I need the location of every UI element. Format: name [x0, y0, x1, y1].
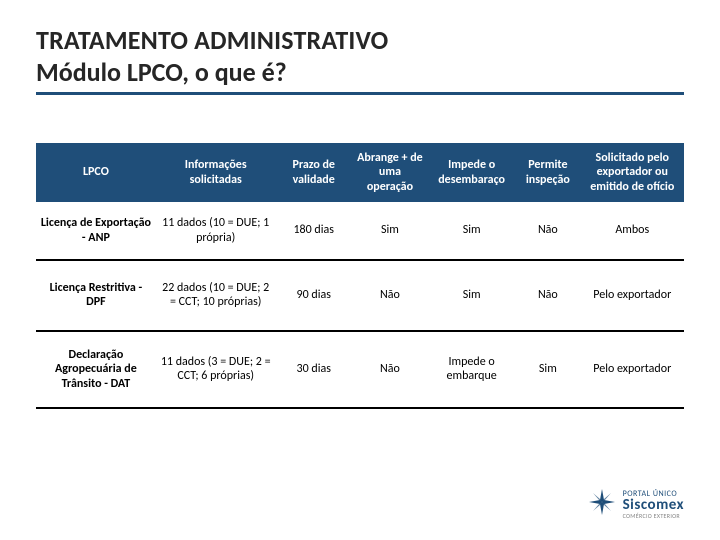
table-body: Licença de Exportação - ANP 11 dados (10…: [36, 202, 684, 408]
cell-permite: Sim: [515, 331, 580, 408]
col-lpco: LPCO: [36, 143, 156, 202]
cell-permite: Não: [515, 260, 580, 331]
cell-solicitado: Ambos: [581, 202, 684, 260]
compass-icon: [587, 487, 617, 522]
col-solicitado: Solicitado pelo exportador ou emitido de…: [581, 143, 684, 202]
cell-abrange: Não: [352, 331, 428, 408]
title-underline: [36, 92, 684, 95]
logo-sub: COMÉRCIO EXTERIOR: [623, 513, 684, 519]
col-info: Informações solicitadas: [156, 143, 276, 202]
slide: TRATAMENTO ADMINISTRATIVO Módulo LPCO, o…: [0, 0, 720, 540]
title-block: TRATAMENTO ADMINISTRATIVO Módulo LPCO, o…: [36, 24, 684, 95]
siscomex-logo: PORTAL ÚNICO Siscomex COMÉRCIO EXTERIOR: [587, 487, 684, 522]
cell-info: 22 dados (10 = DUE; 2 = CCT; 10 próprias…: [156, 260, 276, 331]
title-line2: Módulo LPCO, o que é?: [36, 56, 684, 88]
cell-prazo: 180 dias: [276, 202, 352, 260]
cell-solicitado: Pelo exportador: [581, 260, 684, 331]
col-abrange: Abrange + de uma operação: [352, 143, 428, 202]
cell-solicitado: Pelo exportador: [581, 331, 684, 408]
logo-text: PORTAL ÚNICO Siscomex COMÉRCIO EXTERIOR: [623, 490, 684, 519]
table-row: Licença Restritiva - DPF 22 dados (10 = …: [36, 260, 684, 331]
cell-impede: Impede o embarque: [428, 331, 515, 408]
cell-permite: Não: [515, 202, 580, 260]
table-header: LPCO Informações solicitadas Prazo de va…: [36, 143, 684, 202]
col-prazo: Prazo de validade: [276, 143, 352, 202]
cell-prazo: 30 dias: [276, 331, 352, 408]
cell-impede: Sim: [428, 260, 515, 331]
cell-abrange: Sim: [352, 202, 428, 260]
col-permite: Permite inspeção: [515, 143, 580, 202]
cell-abrange: Não: [352, 260, 428, 331]
table-row: Declaração Agropecuária de Trânsito - DA…: [36, 331, 684, 408]
logo-main: Siscomex: [623, 498, 684, 513]
cell-info: 11 dados (10 = DUE; 1 própria): [156, 202, 276, 260]
cell-lpco: Licença de Exportação - ANP: [36, 202, 156, 260]
table-row: Licença de Exportação - ANP 11 dados (10…: [36, 202, 684, 260]
cell-impede: Sim: [428, 202, 515, 260]
cell-info: 11 dados (3 = DUE; 2 = CCT; 6 próprias): [156, 331, 276, 408]
cell-lpco: Declaração Agropecuária de Trânsito - DA…: [36, 331, 156, 408]
table-wrap: LPCO Informações solicitadas Prazo de va…: [36, 143, 684, 409]
lpco-table: LPCO Informações solicitadas Prazo de va…: [36, 143, 684, 409]
col-impede: Impede o desembaraço: [428, 143, 515, 202]
title-line1: TRATAMENTO ADMINISTRATIVO: [36, 24, 684, 56]
header-row: LPCO Informações solicitadas Prazo de va…: [36, 143, 684, 202]
cell-prazo: 90 dias: [276, 260, 352, 331]
cell-lpco: Licença Restritiva - DPF: [36, 260, 156, 331]
